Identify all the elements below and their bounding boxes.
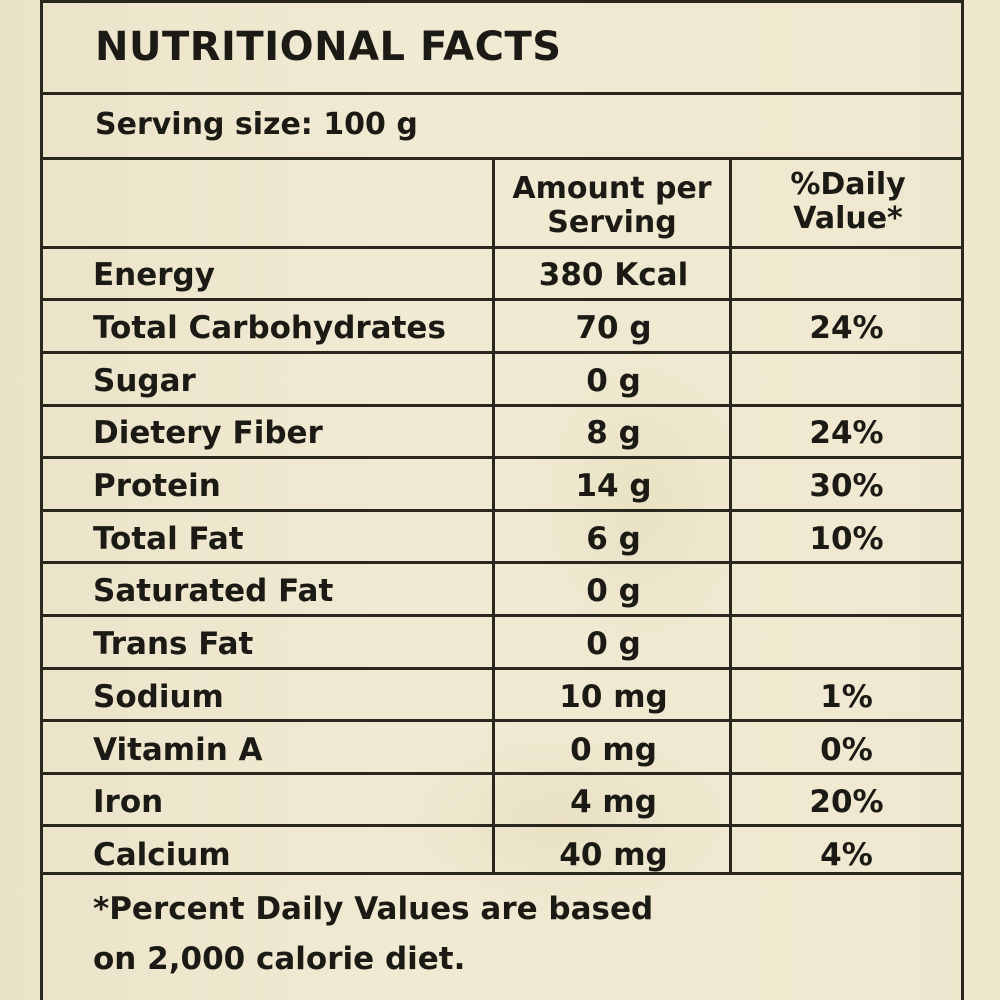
nutrient-amount: 0 mg: [570, 731, 657, 768]
table-row: Protein 14 g 30%: [43, 460, 961, 513]
row-rule: [43, 456, 961, 459]
nutrient-name: Total Fat: [93, 520, 244, 557]
table-row: Total Carbohydrates 70 g 24%: [43, 302, 961, 355]
table-row: Vitamin A 0 mg 0%: [43, 723, 961, 776]
nutrient-amount: 4 mg: [570, 784, 657, 821]
row-rule: [43, 404, 961, 407]
footnote-line2: on 2,000 calorie diet.: [93, 941, 466, 977]
nutrient-daily-value: [732, 354, 961, 407]
nutrient-amount: 14 g: [575, 468, 652, 505]
row-rule: [43, 298, 961, 301]
table-row: Trans Fat 0 g: [43, 618, 961, 671]
nutrient-name: Energy: [93, 257, 215, 294]
row-rule: [43, 667, 961, 670]
nutrient-daily-value: 1%: [820, 678, 873, 715]
nutrient-daily-value: 24%: [809, 310, 884, 347]
table-row: Sodium 10 mg 1%: [43, 671, 961, 724]
nutrient-daily-value: 24%: [809, 415, 884, 452]
nutrient-daily-value: [732, 618, 961, 671]
daily-value-header-line2: Value*: [793, 201, 903, 236]
footnote-line1: *Percent Daily Values are based: [93, 891, 654, 927]
nutrient-name: Total Carbohydrates: [93, 310, 446, 347]
nutrient-table: Energy 380 Kcal Total Carbohydrates 70 g…: [43, 249, 961, 881]
nutrient-name: Dietery Fiber: [93, 415, 323, 452]
nutrient-amount: 6 g: [586, 520, 641, 557]
row-rule: [43, 772, 961, 775]
nutrient-amount: 70 g: [575, 310, 652, 347]
row-rule: [43, 614, 961, 617]
title-rule: [43, 92, 961, 95]
nutrient-daily-value: 20%: [809, 784, 884, 821]
table-row: Iron 4 mg 20%: [43, 776, 961, 829]
label-title: NUTRITIONAL FACTS: [95, 24, 562, 70]
nutrient-daily-value: [732, 249, 961, 302]
nutrient-name: Sodium: [93, 678, 224, 715]
row-rule: [43, 509, 961, 512]
table-row: Calcium 40 mg 4%: [43, 829, 961, 882]
row-rule: [43, 561, 961, 564]
amount-column-header: Amount per Serving: [495, 172, 729, 240]
nutrient-name: Protein: [93, 468, 221, 505]
table-row: Sugar 0 g: [43, 354, 961, 407]
row-rule: [43, 824, 961, 827]
header-rule: [43, 246, 961, 249]
table-row: Energy 380 Kcal: [43, 249, 961, 302]
nutrient-name: Sugar: [93, 362, 196, 399]
amount-column-rule: [492, 157, 495, 872]
nutrient-daily-value: 4%: [820, 836, 873, 873]
nutrient-name: Iron: [93, 784, 164, 821]
nutrient-name: Vitamin A: [93, 731, 263, 768]
nutrient-amount: 380 Kcal: [538, 257, 689, 294]
amount-header-line1: Amount per: [512, 171, 712, 206]
table-row: Total Fat 6 g 10%: [43, 512, 961, 565]
top-rule: [43, 0, 961, 3]
nutrient-amount: 0 g: [586, 573, 641, 610]
nutrient-amount: 10 mg: [559, 678, 668, 715]
nutrient-name: Saturated Fat: [93, 573, 334, 610]
serving-size: Serving size: 100 g: [95, 107, 418, 142]
daily-value-column-rule: [729, 157, 732, 872]
nutrient-name: Trans Fat: [93, 626, 254, 663]
daily-value-column-header: %Daily Value*: [732, 168, 964, 236]
table-row: Saturated Fat 0 g: [43, 565, 961, 618]
amount-header-line2: Serving: [547, 205, 677, 240]
nutrient-daily-value: 0%: [820, 731, 873, 768]
row-rule: [43, 351, 961, 354]
nutrient-amount: 0 g: [586, 362, 641, 399]
nutrient-daily-value: [732, 565, 961, 618]
nutrient-name: Calcium: [93, 836, 231, 873]
daily-value-header-line1: %Daily: [790, 167, 906, 202]
nutrient-daily-value: 30%: [809, 468, 884, 505]
nutrient-amount: 0 g: [586, 626, 641, 663]
nutrient-daily-value: 10%: [809, 520, 884, 557]
table-row: Dietery Fiber 8 g 24%: [43, 407, 961, 460]
footer-rule: [43, 872, 961, 875]
nutrient-amount: 40 mg: [559, 836, 668, 873]
serving-rule: [43, 157, 961, 160]
daily-value-footnote: *Percent Daily Values are based on 2,000…: [93, 884, 653, 984]
nutrition-facts-panel: NUTRITIONAL FACTS Serving size: 100 g Am…: [40, 0, 964, 1000]
row-rule: [43, 719, 961, 722]
nutrient-amount: 8 g: [586, 415, 641, 452]
